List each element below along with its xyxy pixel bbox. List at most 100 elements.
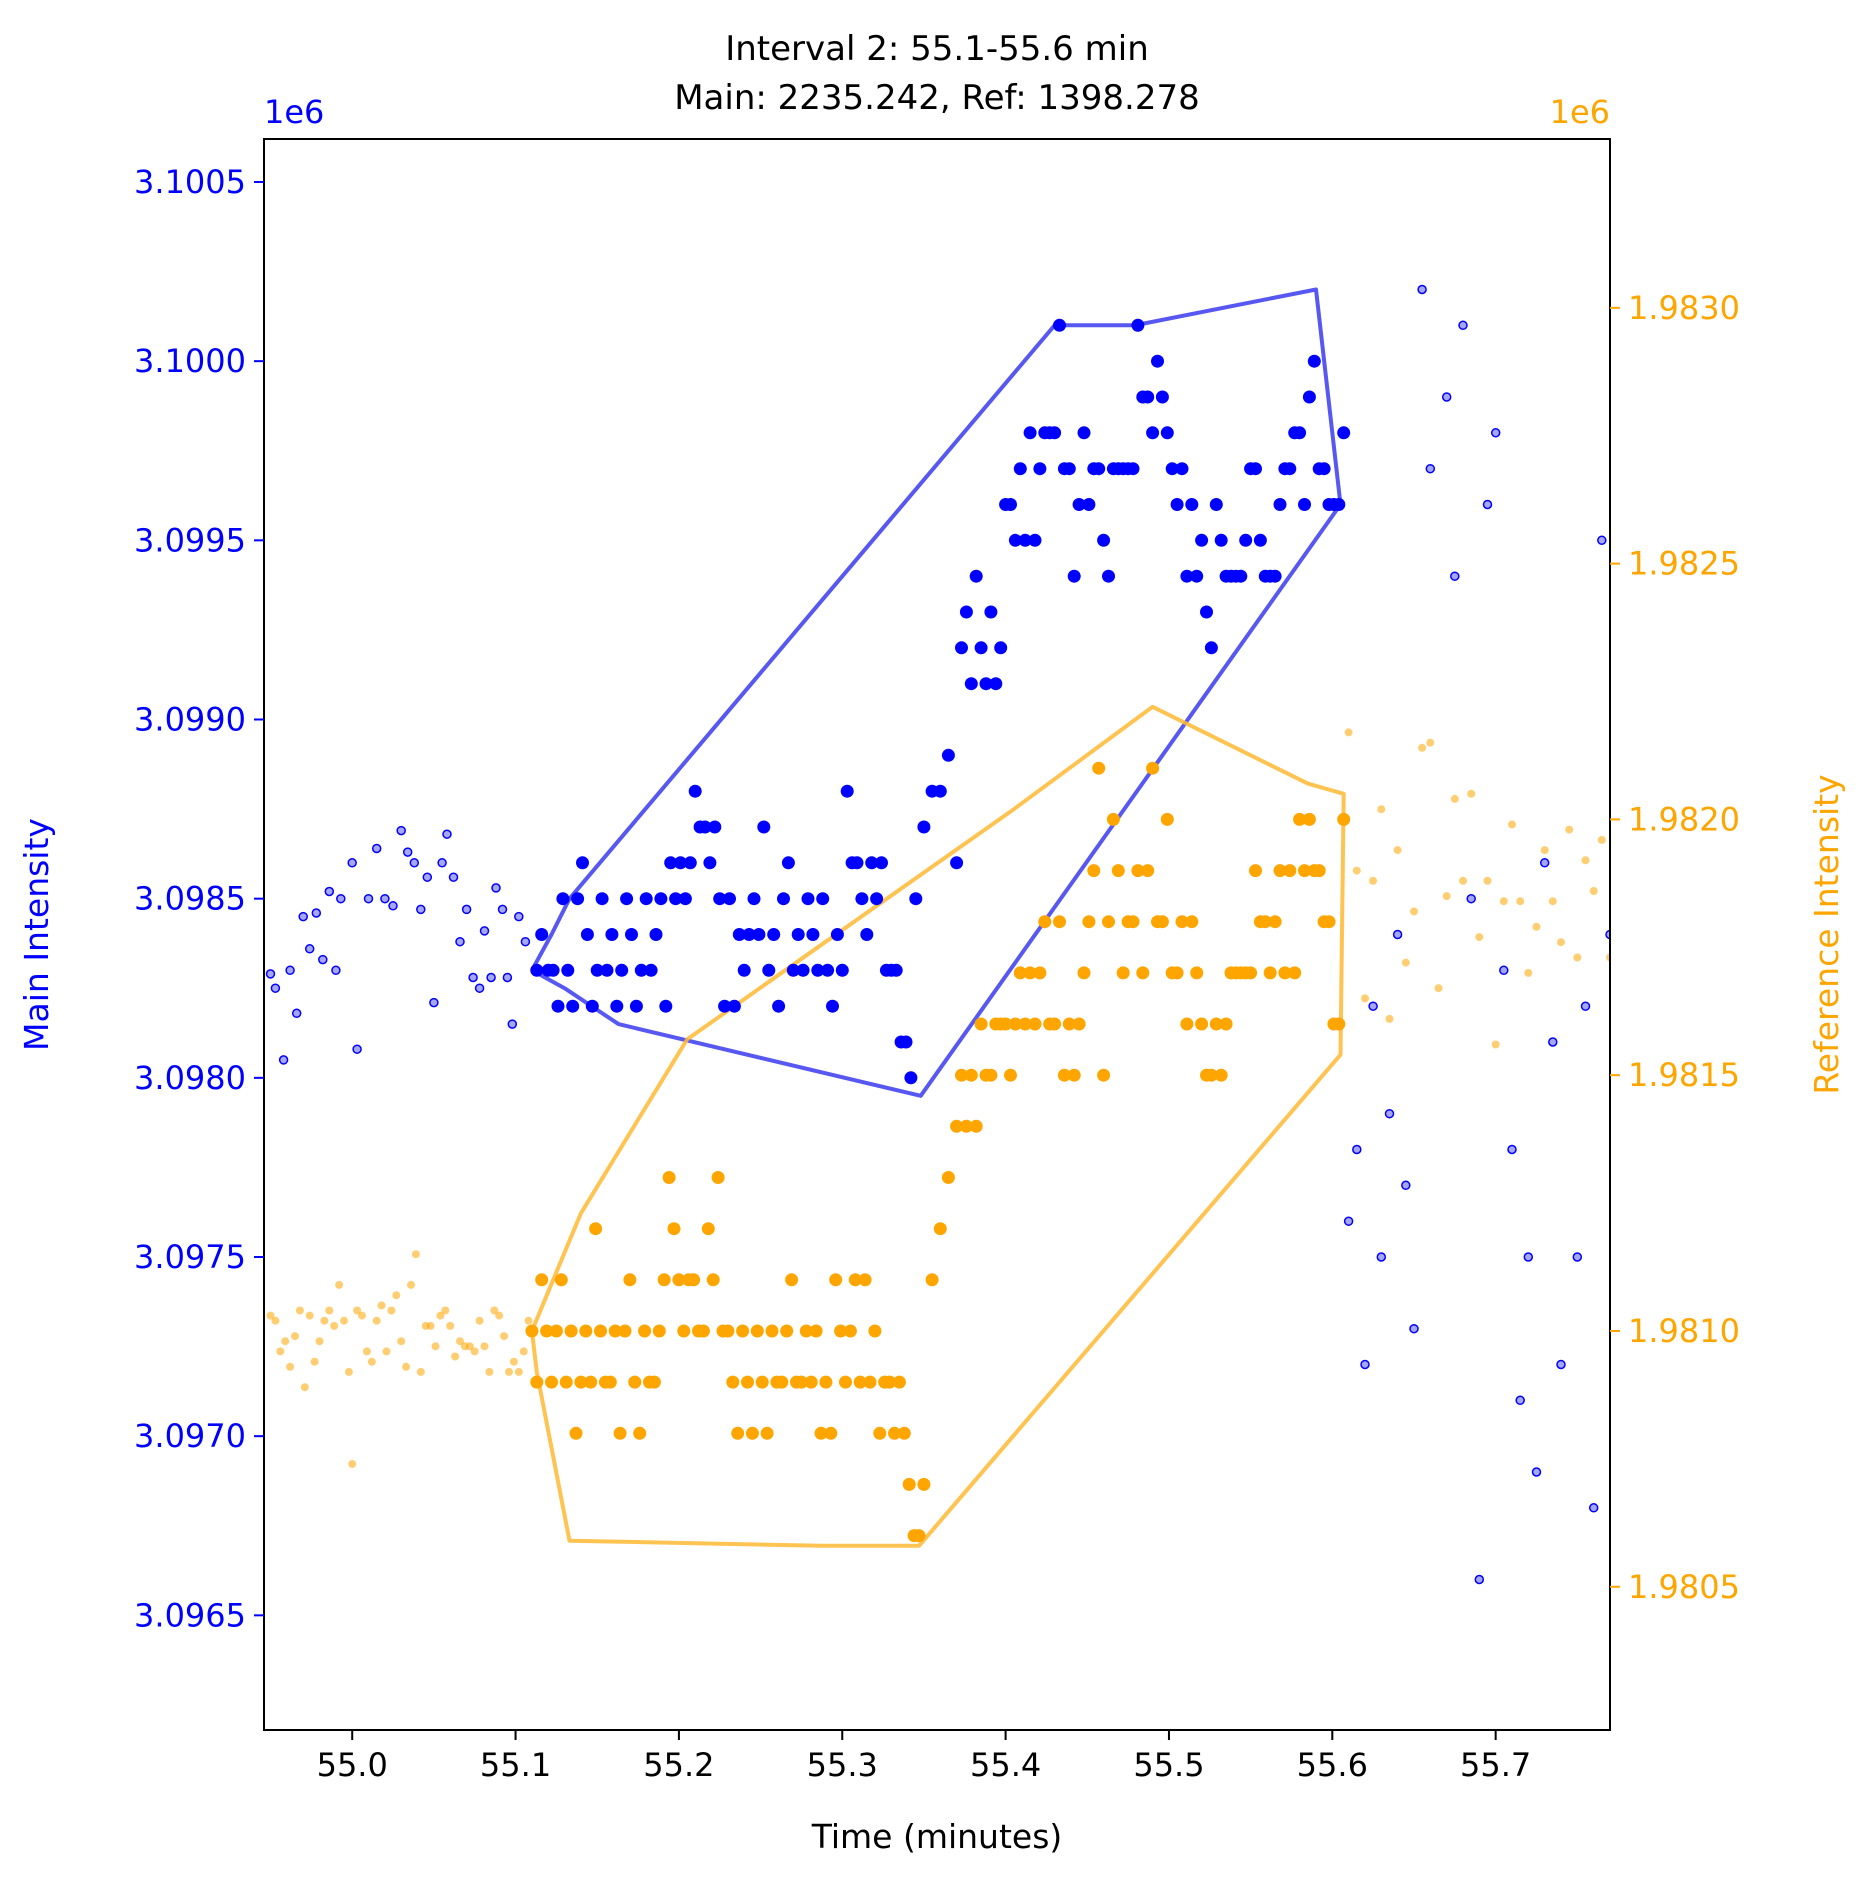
chart-title-line-1: Interval 2: 55.1-55.6 min bbox=[725, 29, 1149, 69]
main-outside-point bbox=[402, 847, 413, 857]
ref-outside-point bbox=[397, 1337, 406, 1346]
main-outside-point bbox=[1401, 1180, 1411, 1191]
main-inside-point bbox=[772, 999, 786, 1013]
ref-inside-point bbox=[1180, 1017, 1194, 1031]
main-outside-point bbox=[416, 904, 426, 915]
ref-outside-point bbox=[500, 1332, 509, 1341]
main-inside-point bbox=[1307, 354, 1321, 368]
ref-inside-point bbox=[1195, 1017, 1209, 1031]
main-inside-point bbox=[904, 1071, 918, 1085]
main-outside-point bbox=[331, 965, 341, 976]
ref-inside-point bbox=[892, 1375, 906, 1389]
left-tick-label: 3.0965 bbox=[134, 1596, 246, 1634]
left-tick-label: 3.1000 bbox=[134, 342, 246, 380]
ref-outside-point bbox=[340, 1316, 348, 1325]
ref-inside-point bbox=[613, 1426, 627, 1440]
main-outside-point bbox=[461, 904, 472, 915]
main-outside-point bbox=[336, 893, 346, 904]
main-inside-point bbox=[855, 892, 869, 906]
main-inside-point bbox=[664, 856, 678, 870]
main-inside-point bbox=[1013, 462, 1027, 476]
main-inside-point bbox=[688, 784, 702, 798]
main-outside-point bbox=[1343, 1216, 1354, 1226]
main-inside-point bbox=[1008, 533, 1022, 547]
ref-outside-point bbox=[411, 1250, 420, 1259]
ref-outside-point bbox=[1540, 846, 1549, 855]
left-tick-label: 3.0975 bbox=[134, 1238, 246, 1276]
ref-inside-point bbox=[824, 1426, 838, 1440]
main-outside-point bbox=[1368, 1001, 1378, 1011]
ref-outside-point bbox=[1442, 892, 1451, 901]
ref-outside-point bbox=[431, 1342, 440, 1351]
left-axis-offset-label: 1e6 bbox=[264, 93, 324, 131]
ref-inside-point bbox=[687, 1273, 701, 1287]
main-inside-point bbox=[713, 892, 727, 906]
chart-title-line-2: Main: 2235.242, Ref: 1398.278 bbox=[674, 78, 1200, 118]
ref-outside-point bbox=[266, 1311, 275, 1320]
main-inside-point bbox=[1204, 641, 1218, 655]
main-inside-point bbox=[955, 641, 968, 655]
ref-inside-point bbox=[726, 1375, 740, 1389]
main-inside-point bbox=[777, 892, 790, 906]
ref-inside-point bbox=[1190, 966, 1204, 980]
ref-inside-point bbox=[917, 1477, 931, 1491]
ref-inside-point bbox=[1209, 1017, 1223, 1031]
ref-inside-point bbox=[897, 1426, 911, 1440]
ref-inside-point bbox=[706, 1273, 720, 1287]
main-inside-point bbox=[964, 677, 978, 691]
right-tick-label: 1.9810 bbox=[1628, 1312, 1740, 1350]
main-outside-point bbox=[1499, 965, 1509, 976]
ref-outside-point bbox=[1491, 1040, 1500, 1049]
ref-inside-point bbox=[721, 1324, 735, 1338]
ref-inside-point bbox=[750, 1324, 764, 1338]
main-inside-point bbox=[1190, 569, 1204, 583]
ref-inside-point bbox=[941, 1171, 955, 1184]
main-inside-point bbox=[950, 856, 964, 870]
ref-inside-point bbox=[1141, 864, 1155, 878]
main-outside-point bbox=[1507, 1144, 1517, 1155]
ref-outside-point bbox=[1434, 984, 1443, 993]
ref-inside-point bbox=[745, 1426, 759, 1440]
main-inside-point bbox=[1048, 426, 1062, 440]
main-inside-point bbox=[576, 856, 589, 870]
ref-inside-point bbox=[974, 1017, 988, 1031]
ref-inside-point bbox=[1219, 1017, 1233, 1031]
ref-inside-point bbox=[925, 1273, 939, 1287]
ref-outside-point bbox=[348, 1460, 357, 1468]
ref-inside-point bbox=[765, 1324, 779, 1338]
main-inside-point bbox=[629, 999, 643, 1013]
main-outside-point bbox=[1490, 428, 1501, 438]
main-inside-point bbox=[917, 820, 931, 834]
x-tick-label: 55.7 bbox=[1460, 1746, 1531, 1784]
ref-inside-point bbox=[554, 1273, 568, 1287]
main-inside-point bbox=[747, 892, 761, 906]
ref-inside-point bbox=[834, 1324, 848, 1338]
ref-inside-point bbox=[1048, 1017, 1062, 1031]
main-inside-point bbox=[639, 892, 653, 906]
ref-inside-point bbox=[950, 1119, 964, 1133]
main-outside-point bbox=[1565, 35, 1573, 43]
main-outside-point bbox=[497, 904, 508, 915]
ref-outside-point bbox=[1352, 866, 1361, 875]
ref-outside-point bbox=[1573, 953, 1582, 962]
main-inside-point bbox=[1092, 462, 1106, 476]
ref-outside-point bbox=[485, 1367, 494, 1376]
main-outside-point bbox=[520, 936, 531, 947]
ref-outside-point bbox=[1589, 887, 1598, 895]
ref-inside-point bbox=[1008, 1017, 1022, 1031]
main-inside-point bbox=[860, 928, 874, 941]
main-inside-point bbox=[1200, 605, 1213, 619]
ref-inside-point bbox=[819, 1375, 833, 1389]
main-inside-point bbox=[556, 892, 570, 906]
ref-inside-point bbox=[794, 1375, 808, 1389]
main-outside-point bbox=[1482, 499, 1493, 510]
ref-outside-point bbox=[372, 1316, 381, 1325]
ref-outside-point bbox=[1410, 907, 1418, 916]
main-outside-point bbox=[1556, 1359, 1566, 1370]
main-outside-point bbox=[1352, 1144, 1362, 1155]
main-inside-point bbox=[1302, 390, 1316, 404]
ref-inside-point bbox=[672, 1273, 686, 1287]
ref-outside-point bbox=[1426, 738, 1435, 747]
ref-outside-point bbox=[286, 1362, 295, 1371]
ref-outside-point bbox=[456, 1337, 464, 1346]
